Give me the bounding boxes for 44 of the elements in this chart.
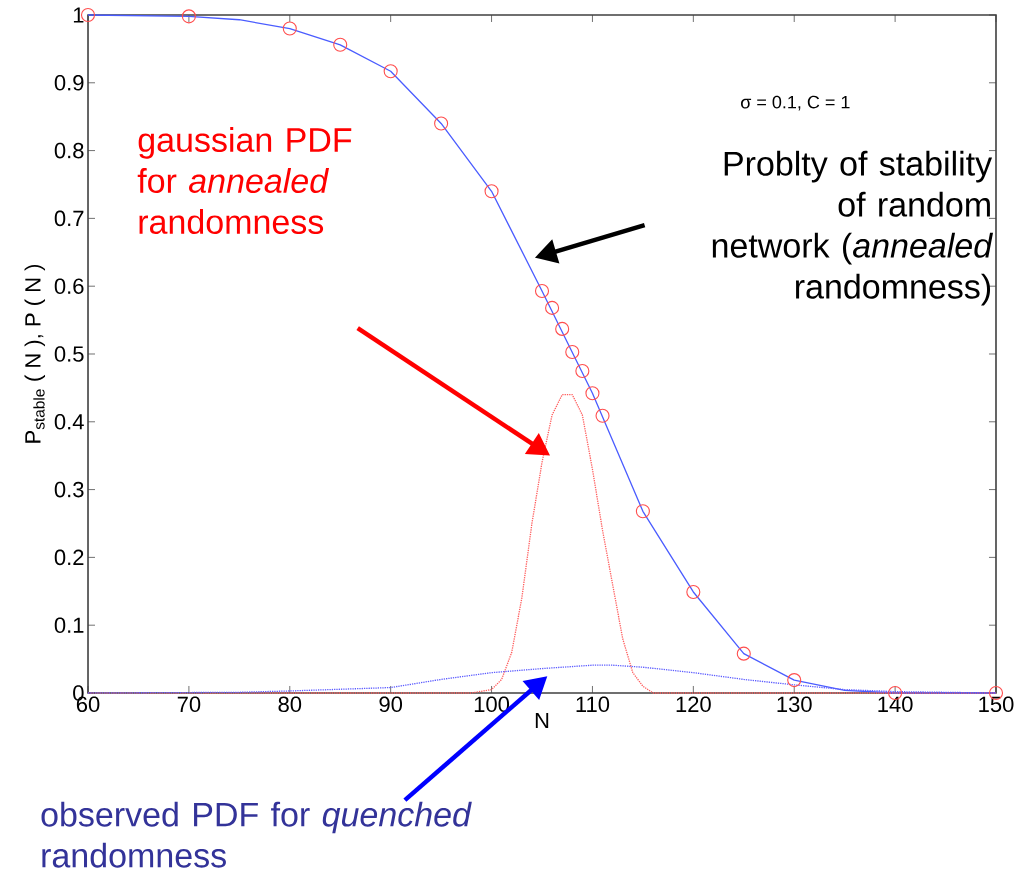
y-tick-label: 0.9 — [54, 74, 84, 91]
x-tick-label: 150 — [979, 696, 1014, 713]
y-tick-label: 0.1 — [54, 617, 84, 633]
x-tick-label: 90 — [379, 696, 403, 713]
x-tick-label: 110 — [576, 696, 610, 713]
point — [434, 116, 449, 131]
x-tick-label: 130 — [777, 696, 812, 713]
y-tick-label: 0.3 — [54, 481, 84, 498]
y-tick-label: 0.2 — [54, 549, 84, 566]
point — [585, 386, 600, 401]
point — [181, 9, 196, 24]
point — [545, 300, 560, 315]
annotation: gaussian PDF for annealed randomness — [137, 127, 352, 235]
point — [686, 584, 701, 600]
annotation: Problty of stability of random network (annealed randomness) — [712, 150, 994, 306]
point — [484, 184, 499, 199]
x-tick-label: 70 — [177, 696, 201, 713]
point — [282, 21, 297, 36]
line-series — [87, 14, 997, 694]
point — [787, 673, 802, 688]
line-series — [87, 664, 997, 694]
y-tick-label: 1 — [73, 7, 84, 23]
point — [565, 344, 580, 360]
x-tick-label: 100 — [474, 696, 510, 713]
point — [736, 646, 751, 661]
x-tick-label: 80 — [278, 696, 302, 713]
point — [383, 64, 398, 79]
point — [555, 321, 570, 336]
y-tick-label: 0.8 — [54, 142, 84, 159]
text: observed PDF for quenched randomness — [41, 801, 472, 868]
y-tick-label: 0.4 — [54, 413, 84, 430]
y-tick-label: 0.5 — [54, 346, 84, 362]
annotation: σ = 0.1, C = 1 — [741, 95, 850, 111]
x-tick-label: 120 — [676, 696, 711, 713]
y-tick-label: 0.7 — [54, 210, 84, 227]
x-tick-label: 140 — [878, 696, 913, 713]
x-axis-title: N — [535, 712, 549, 729]
y-axis-title: P$_{stable}$ ( N ), P ( N ) — [24, 264, 46, 443]
point — [333, 37, 348, 52]
point — [635, 504, 650, 519]
point — [595, 408, 610, 423]
point — [534, 283, 550, 298]
y-tick-label: 0.6 — [54, 278, 84, 294]
point — [575, 363, 590, 378]
